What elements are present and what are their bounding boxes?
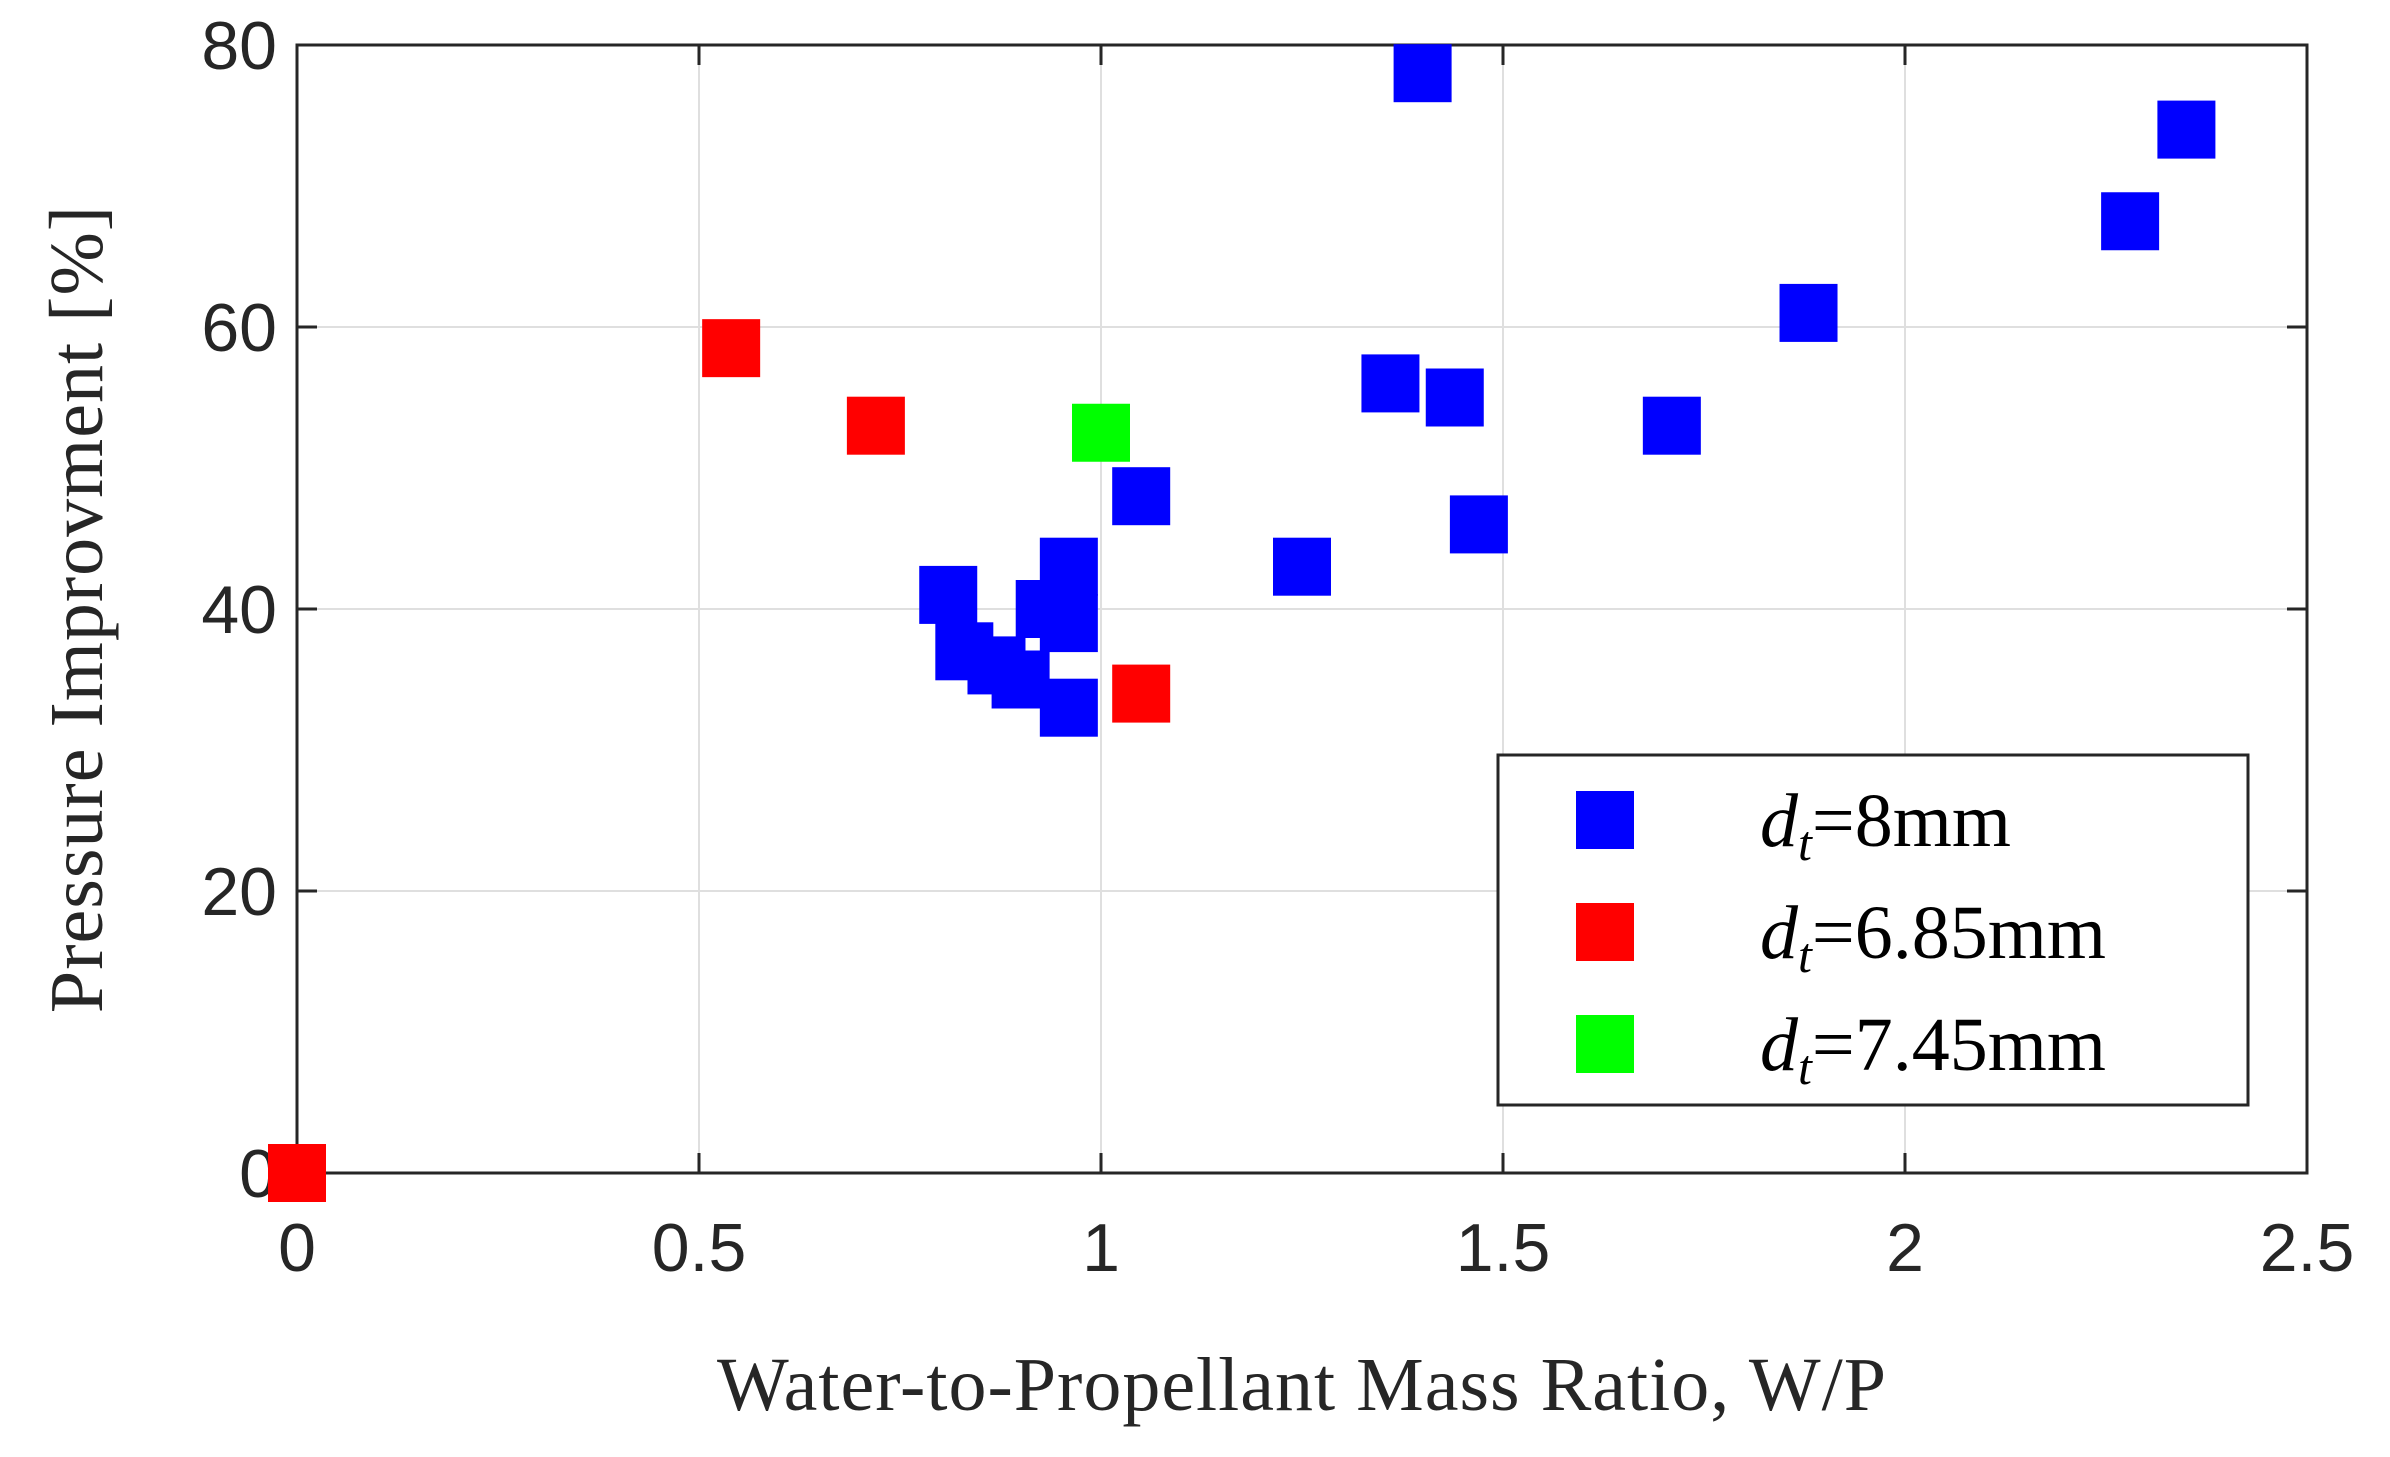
x-tick-labels: 0 0.5 1 1.5 2 2.5 [278,1210,2354,1286]
y-axis-title: Pressure Improvment [%] [35,205,119,1013]
data-point-series-1 [1642,396,1701,455]
legend-entries: dt=8mm dt=6.85mm dt=7.45mm [1576,779,2106,1095]
data-point-series-2 [268,1144,326,1202]
data-point-series-2 [702,319,761,378]
data-point-series-1 [1393,44,1452,103]
data-point-series-1 [2157,100,2216,159]
legend-marker-series-2 [1576,903,1634,961]
data-point-series-1 [1112,467,1171,526]
x-tick-label: 0.5 [652,1210,747,1286]
x-tick-label: 0 [278,1210,316,1286]
data-point-series-2 [846,396,905,455]
legend-marker-series-1 [1576,791,1634,849]
data-point-series-1 [1449,495,1508,554]
x-tick-label: 2.5 [2260,1210,2355,1286]
data-point-series-1 [1425,368,1484,427]
legend: dt=8mm dt=6.85mm dt=7.45mm [1496,753,2250,1107]
data-point-series-1 [1039,678,1098,737]
data-point-series-1 [1361,354,1420,413]
data-point-series-1 [1779,283,1838,342]
legend-label-series-2: dt=6.85mm [1760,891,2106,983]
data-point-series-3 [1072,403,1130,462]
x-tick-label: 1.5 [1456,1210,1551,1286]
data-point-series-1 [2101,192,2160,251]
legend-label-series-3: dt=7.45mm [1760,1003,2106,1095]
x-tick-label: 2 [1886,1210,1924,1286]
y-tick-label: 20 [201,854,277,930]
data-point-series-1 [919,565,978,624]
data-point-series-1 [1039,594,1098,653]
x-tick-label: 1 [1082,1210,1120,1286]
data-point-series-1 [1273,537,1331,596]
data-point-series-2 [1112,664,1171,723]
y-tick-label: 80 [201,8,277,84]
legend-label-series-1: dt=8mm [1760,779,2011,871]
legend-marker-series-3 [1576,1015,1634,1073]
data-points [268,44,2216,1202]
y-tick-label: 40 [201,572,277,648]
x-axis-title: Water-to-Propellant Mass Ratio, W/P [717,1343,1887,1427]
y-tick-label: 60 [201,290,277,366]
